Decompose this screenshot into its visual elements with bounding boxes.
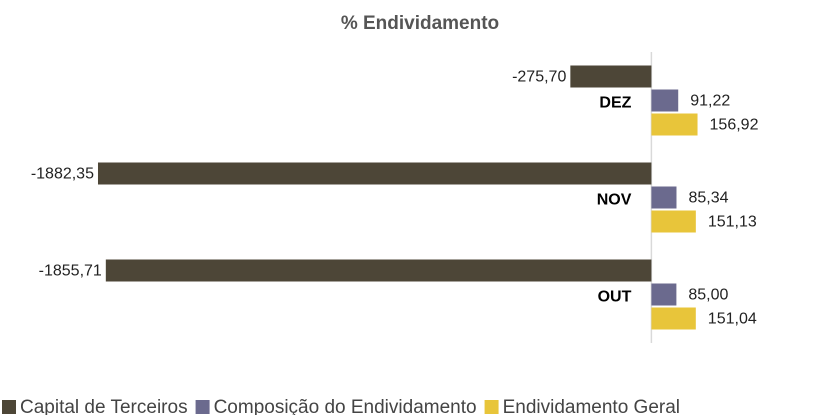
value-label: -1855,71: [39, 263, 102, 280]
legend-swatch: [2, 400, 16, 414]
legend-label: Endividamento Geral: [503, 397, 680, 415]
value-label: 91,22: [690, 93, 730, 110]
bar: [651, 186, 677, 209]
category-label: DEZ: [599, 95, 631, 112]
value-label: 85,34: [688, 190, 728, 207]
value-label: 151,13: [708, 214, 757, 231]
bar: [651, 283, 677, 306]
value-label: -275,70: [512, 69, 566, 86]
bar: [651, 307, 696, 330]
value-label: 151,04: [708, 311, 757, 328]
category-label: OUT: [598, 289, 632, 306]
value-label: 85,00: [688, 287, 728, 304]
legend-label: Composição do Endividamento: [214, 397, 477, 415]
bar: [105, 259, 652, 282]
value-label: -1882,35: [31, 166, 94, 183]
bar: [651, 89, 679, 112]
legend-swatch: [195, 400, 210, 414]
bar: [97, 162, 652, 185]
category-label: NOV: [597, 192, 632, 209]
bar: [651, 113, 698, 136]
legend-label: Capital de Terceiros: [20, 397, 188, 415]
value-label: 156,92: [710, 117, 759, 134]
bar: [570, 65, 652, 88]
bar: [651, 210, 696, 233]
legend-swatch: [484, 400, 499, 414]
chart-title: % Endividamento: [341, 13, 499, 34]
